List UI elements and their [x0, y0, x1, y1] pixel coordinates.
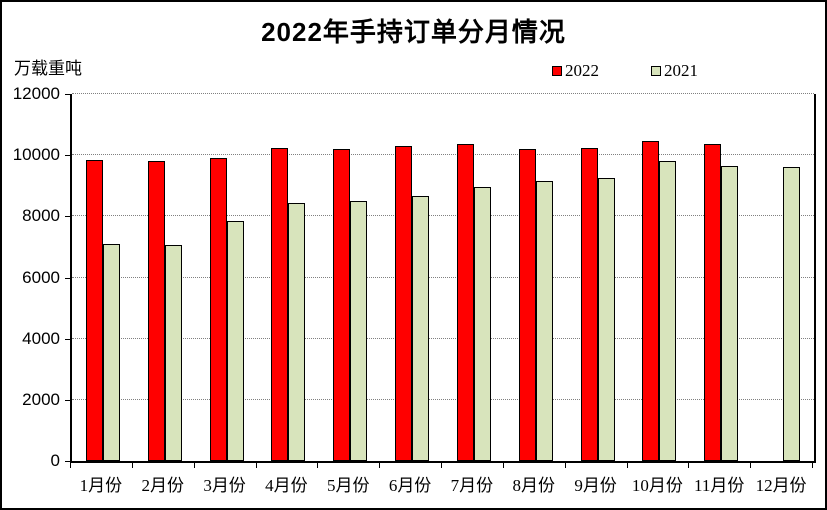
bar-2022-8月份: [518, 149, 536, 461]
xtick-boundary-0: [70, 463, 71, 468]
bar-2021-8月份: [535, 181, 553, 461]
ytick-label-10000: 10000: [12, 145, 60, 165]
ytick-label-4000: 4000: [22, 328, 60, 348]
legend: 2022 2021: [552, 61, 698, 81]
xtick-boundary-2: [193, 463, 195, 468]
gridline-4000: [72, 337, 814, 339]
xtick-boundary-1: [131, 463, 133, 468]
xlabel-5月份: 5月份: [326, 476, 370, 495]
xlabel-9月份: 9月份: [574, 476, 617, 495]
xtick-boundary-11: [750, 463, 752, 468]
xlabel-2月份: 2月份: [141, 476, 184, 495]
ytick-mark-8000: [65, 216, 70, 218]
y-axis-unit-label: 万载重吨: [14, 59, 82, 78]
bar-2021-10月份: [659, 161, 677, 461]
xlabel-4月份: 4月份: [265, 476, 308, 495]
bar-2022-7月份: [456, 144, 474, 461]
gridline-12000: [72, 93, 814, 94]
bar-2022-3月份: [209, 158, 227, 461]
gridline-6000: [72, 276, 814, 278]
legend-marker-2022: [552, 66, 562, 76]
bar-2022-11月份: [704, 144, 722, 461]
xtick-boundary-6: [441, 463, 442, 468]
gridline-10000: [72, 154, 814, 156]
bar-2022-1月份: [85, 159, 103, 461]
ytick-label-2000: 2000: [22, 389, 60, 409]
bar-2022-2月份: [147, 161, 165, 461]
xlabel-1月份: 1月份: [79, 476, 123, 495]
xlabel-12月份: 12月份: [755, 476, 807, 495]
xtick-boundary-8: [564, 463, 566, 468]
bar-2021-2月份: [164, 245, 182, 461]
xtick-boundary-12: [812, 463, 813, 468]
xlabel-6月份: 6月份: [388, 476, 432, 495]
ytick-mark-4000: [65, 338, 70, 340]
bar-2022-5月份: [333, 149, 351, 461]
xtick-boundary-3: [255, 463, 257, 468]
ytick-mark-6000: [65, 277, 70, 279]
bar-2021-7月份: [473, 187, 491, 461]
ytick-label-0: 0: [50, 451, 60, 470]
bar-2021-9月份: [597, 178, 615, 461]
ytick-mark-2000: [65, 399, 70, 401]
ytick-label-8000: 8000: [22, 206, 60, 226]
ytick-mark-0: [65, 461, 70, 462]
bar-2022-6月份: [395, 146, 413, 461]
xlabel-8月份: 8月份: [512, 476, 555, 495]
bar-2021-5月份: [350, 201, 368, 461]
bar-2022-4月份: [271, 147, 289, 461]
xlabel-3月份: 3月份: [203, 476, 246, 495]
xlabel-11月份: 11月份: [694, 476, 745, 495]
ytick-label-12000: 12000: [12, 84, 60, 103]
bar-2021-11月份: [721, 165, 739, 461]
bar-2021-6月份: [412, 196, 430, 461]
gridline-8000: [72, 215, 814, 217]
bar-2021-12月份: [783, 167, 801, 461]
bar-2021-3月份: [226, 220, 244, 461]
bar-2021-1月份: [102, 243, 120, 461]
xtick-boundary-9: [626, 463, 628, 468]
xtick-boundary-5: [379, 463, 381, 468]
chart-title: 2022年手持订单分月情况: [261, 17, 566, 47]
ytick-mark-10000: [65, 155, 70, 157]
gridline-2000: [72, 398, 814, 400]
ytick-mark-12000: [65, 94, 70, 95]
xtick-boundary-4: [317, 463, 319, 468]
bar-2021-4月份: [288, 202, 306, 461]
xtick-boundary-10: [688, 463, 690, 468]
legend-marker-2021: [651, 66, 661, 76]
legend-label-2021: 2021: [664, 61, 698, 80]
xlabel-10月份: 10月份: [631, 476, 683, 495]
bar-2022-10月份: [642, 141, 660, 461]
legend-label-2022: 2022: [565, 61, 599, 80]
legend-item-2022: 2022: [552, 61, 599, 81]
ytick-label-6000: 6000: [22, 267, 60, 287]
xlabel-7月份: 7月份: [450, 476, 494, 495]
plot-area: [70, 93, 816, 463]
legend-item-2021: 2021: [651, 61, 698, 81]
xtick-boundary-7: [502, 463, 504, 468]
bar-2022-9月份: [580, 147, 598, 461]
